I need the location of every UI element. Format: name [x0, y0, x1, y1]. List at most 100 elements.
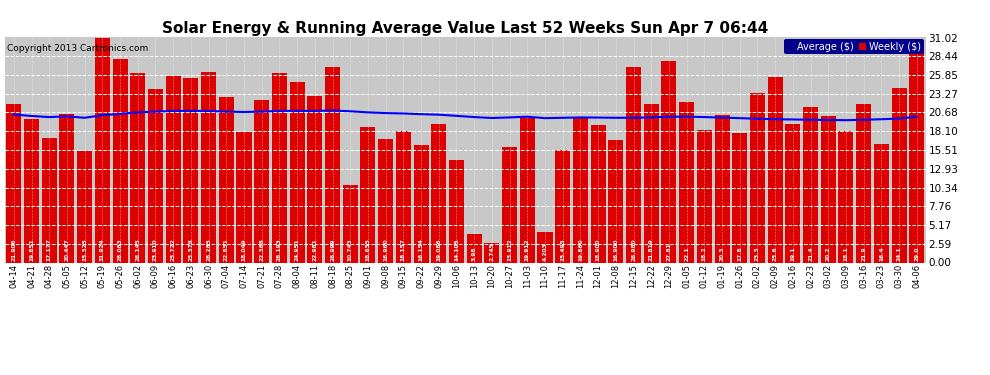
- Bar: [396, 131, 411, 262]
- Text: 19.860: 19.860: [578, 239, 583, 261]
- Text: 20.3: 20.3: [720, 247, 725, 261]
- Text: 24.951: 24.951: [295, 238, 300, 261]
- Text: 20.2: 20.2: [826, 247, 831, 261]
- Text: 26.145: 26.145: [136, 238, 141, 261]
- Text: 25.722: 25.722: [170, 238, 175, 261]
- Bar: [201, 72, 216, 262]
- Bar: [502, 147, 517, 262]
- Text: 19.851: 19.851: [29, 238, 34, 261]
- Text: 25.6: 25.6: [772, 247, 778, 261]
- Bar: [715, 115, 730, 262]
- Text: 19.912: 19.912: [525, 239, 530, 261]
- Bar: [289, 81, 305, 262]
- Bar: [538, 232, 552, 262]
- Bar: [360, 127, 375, 262]
- Bar: [113, 59, 128, 262]
- Bar: [42, 138, 56, 262]
- Text: 26.193: 26.193: [277, 238, 282, 261]
- Title: Solar Energy & Running Average Value Last 52 Weeks Sun Apr 7 06:44: Solar Energy & Running Average Value Las…: [162, 21, 768, 36]
- Bar: [520, 118, 535, 262]
- Text: 22.368: 22.368: [259, 238, 264, 261]
- Text: 21.4: 21.4: [808, 247, 813, 261]
- Text: 25.378: 25.378: [188, 238, 193, 261]
- Text: 16.4: 16.4: [879, 247, 884, 261]
- Text: 29.0: 29.0: [915, 247, 920, 261]
- Bar: [697, 130, 712, 262]
- Bar: [414, 146, 429, 262]
- Bar: [6, 104, 22, 262]
- Bar: [892, 88, 907, 262]
- Bar: [909, 52, 925, 262]
- Text: 4.203: 4.203: [543, 243, 547, 261]
- Text: 19.086: 19.086: [437, 239, 442, 261]
- Bar: [821, 116, 836, 262]
- Legend: Average ($), Weekly ($): Average ($), Weekly ($): [784, 39, 924, 54]
- Text: 21.819: 21.819: [648, 238, 653, 261]
- Text: Copyright 2013 Cartronics.com: Copyright 2013 Cartronics.com: [7, 44, 148, 53]
- Bar: [573, 118, 588, 262]
- Text: 26.999: 26.999: [330, 239, 335, 261]
- Text: 28.083: 28.083: [118, 238, 123, 261]
- Bar: [591, 125, 606, 262]
- Bar: [466, 234, 482, 262]
- Bar: [95, 31, 110, 262]
- Text: 10.743: 10.743: [347, 238, 352, 261]
- Bar: [148, 89, 163, 262]
- Bar: [839, 131, 853, 262]
- Text: 21.906: 21.906: [11, 239, 16, 261]
- Bar: [343, 184, 357, 262]
- Text: 23.3: 23.3: [755, 247, 760, 261]
- Text: 3.98: 3.98: [471, 247, 476, 261]
- Text: 16.960: 16.960: [383, 239, 388, 261]
- Bar: [749, 93, 765, 262]
- Text: 27.81: 27.81: [666, 243, 671, 261]
- Bar: [856, 104, 871, 262]
- Bar: [131, 73, 146, 262]
- Text: 20.447: 20.447: [64, 238, 69, 261]
- Bar: [24, 118, 39, 262]
- Text: 15.495: 15.495: [560, 238, 565, 261]
- Text: 15.912: 15.912: [507, 238, 512, 261]
- Text: 24.1: 24.1: [897, 247, 902, 261]
- Text: 21.9: 21.9: [861, 247, 866, 261]
- Bar: [272, 72, 287, 262]
- Bar: [59, 114, 74, 262]
- Text: 18.655: 18.655: [365, 238, 370, 261]
- Text: 18.1: 18.1: [843, 247, 848, 261]
- Bar: [307, 96, 323, 262]
- Bar: [767, 77, 783, 262]
- Text: 17.8: 17.8: [738, 247, 742, 261]
- Text: 18.049: 18.049: [242, 239, 247, 261]
- Bar: [803, 107, 818, 262]
- Bar: [608, 140, 624, 262]
- Bar: [183, 78, 198, 262]
- Text: 22.851: 22.851: [224, 238, 229, 261]
- Text: 22.981: 22.981: [312, 238, 318, 261]
- Bar: [626, 67, 642, 262]
- Bar: [733, 134, 747, 262]
- Text: 22.1: 22.1: [684, 247, 689, 261]
- Text: 2.745: 2.745: [489, 243, 494, 261]
- Text: 19.1: 19.1: [790, 247, 795, 261]
- Text: 15.325: 15.325: [82, 238, 87, 261]
- Text: 23.910: 23.910: [152, 239, 158, 261]
- Text: 26.980: 26.980: [631, 239, 636, 261]
- Bar: [165, 76, 181, 262]
- Text: 31.924: 31.924: [100, 238, 105, 261]
- Bar: [378, 140, 393, 262]
- Bar: [219, 97, 234, 262]
- Text: 17.177: 17.177: [47, 238, 51, 261]
- Bar: [448, 160, 464, 262]
- Bar: [77, 152, 92, 262]
- Bar: [484, 243, 499, 262]
- Text: 16.154: 16.154: [419, 238, 424, 261]
- Text: 18.900: 18.900: [596, 239, 601, 261]
- Text: 26.285: 26.285: [206, 238, 211, 261]
- Bar: [785, 124, 800, 262]
- Bar: [644, 104, 658, 262]
- Bar: [679, 102, 694, 262]
- Bar: [661, 61, 676, 262]
- Text: 18.2: 18.2: [702, 247, 707, 261]
- Text: 18.157: 18.157: [401, 238, 406, 261]
- Bar: [432, 124, 446, 262]
